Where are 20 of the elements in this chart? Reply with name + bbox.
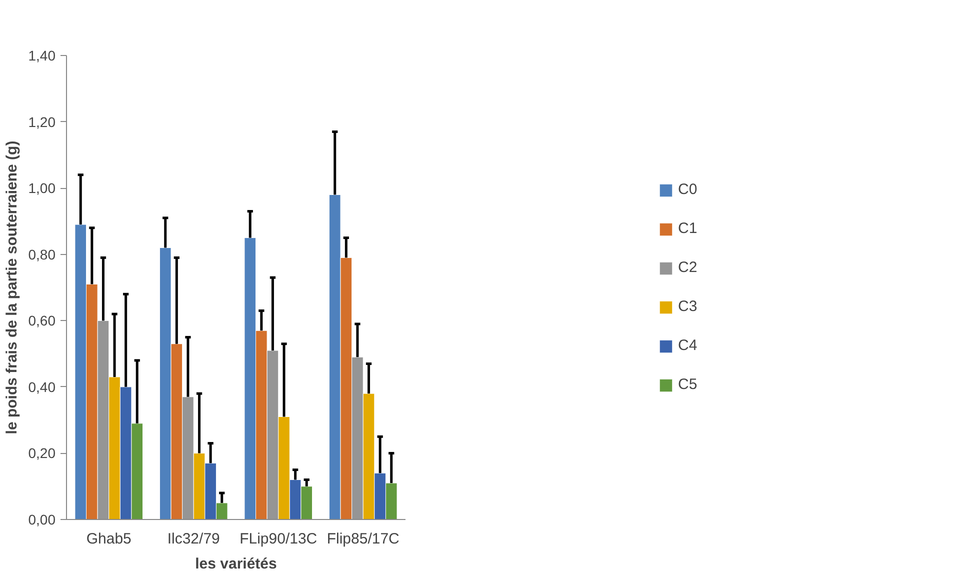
- y-tick-label: 0,40: [28, 378, 56, 395]
- y-tick-label: 1,40: [28, 48, 56, 64]
- y-tick-label: 0,20: [28, 445, 56, 462]
- x-tick-label: Flip85/17C: [326, 530, 400, 548]
- x-tick-label: Ilc32/79: [167, 530, 220, 548]
- x-axis-title: les variétés: [195, 556, 277, 572]
- legend-label: C4: [678, 337, 698, 354]
- legend-label: C3: [678, 298, 698, 315]
- legend-label: C0: [678, 181, 698, 198]
- y-tick-label: 0,80: [28, 246, 56, 262]
- y-tick-label: 0,00: [28, 512, 56, 528]
- legend-label: C1: [678, 220, 698, 237]
- legend-label: C5: [678, 376, 698, 393]
- y-tick-label: 0,60: [28, 312, 56, 329]
- y-axis-title: le poids frais de la partie souterraiene (g): [3, 140, 20, 434]
- x-tick-label: Ghab5: [86, 530, 132, 548]
- y-tick-label: 1,20: [28, 114, 56, 130]
- x-tick-label: FLip90/13C: [240, 530, 318, 548]
- legend-label: C2: [678, 259, 698, 276]
- y-tick-label: 1,00: [28, 180, 56, 196]
